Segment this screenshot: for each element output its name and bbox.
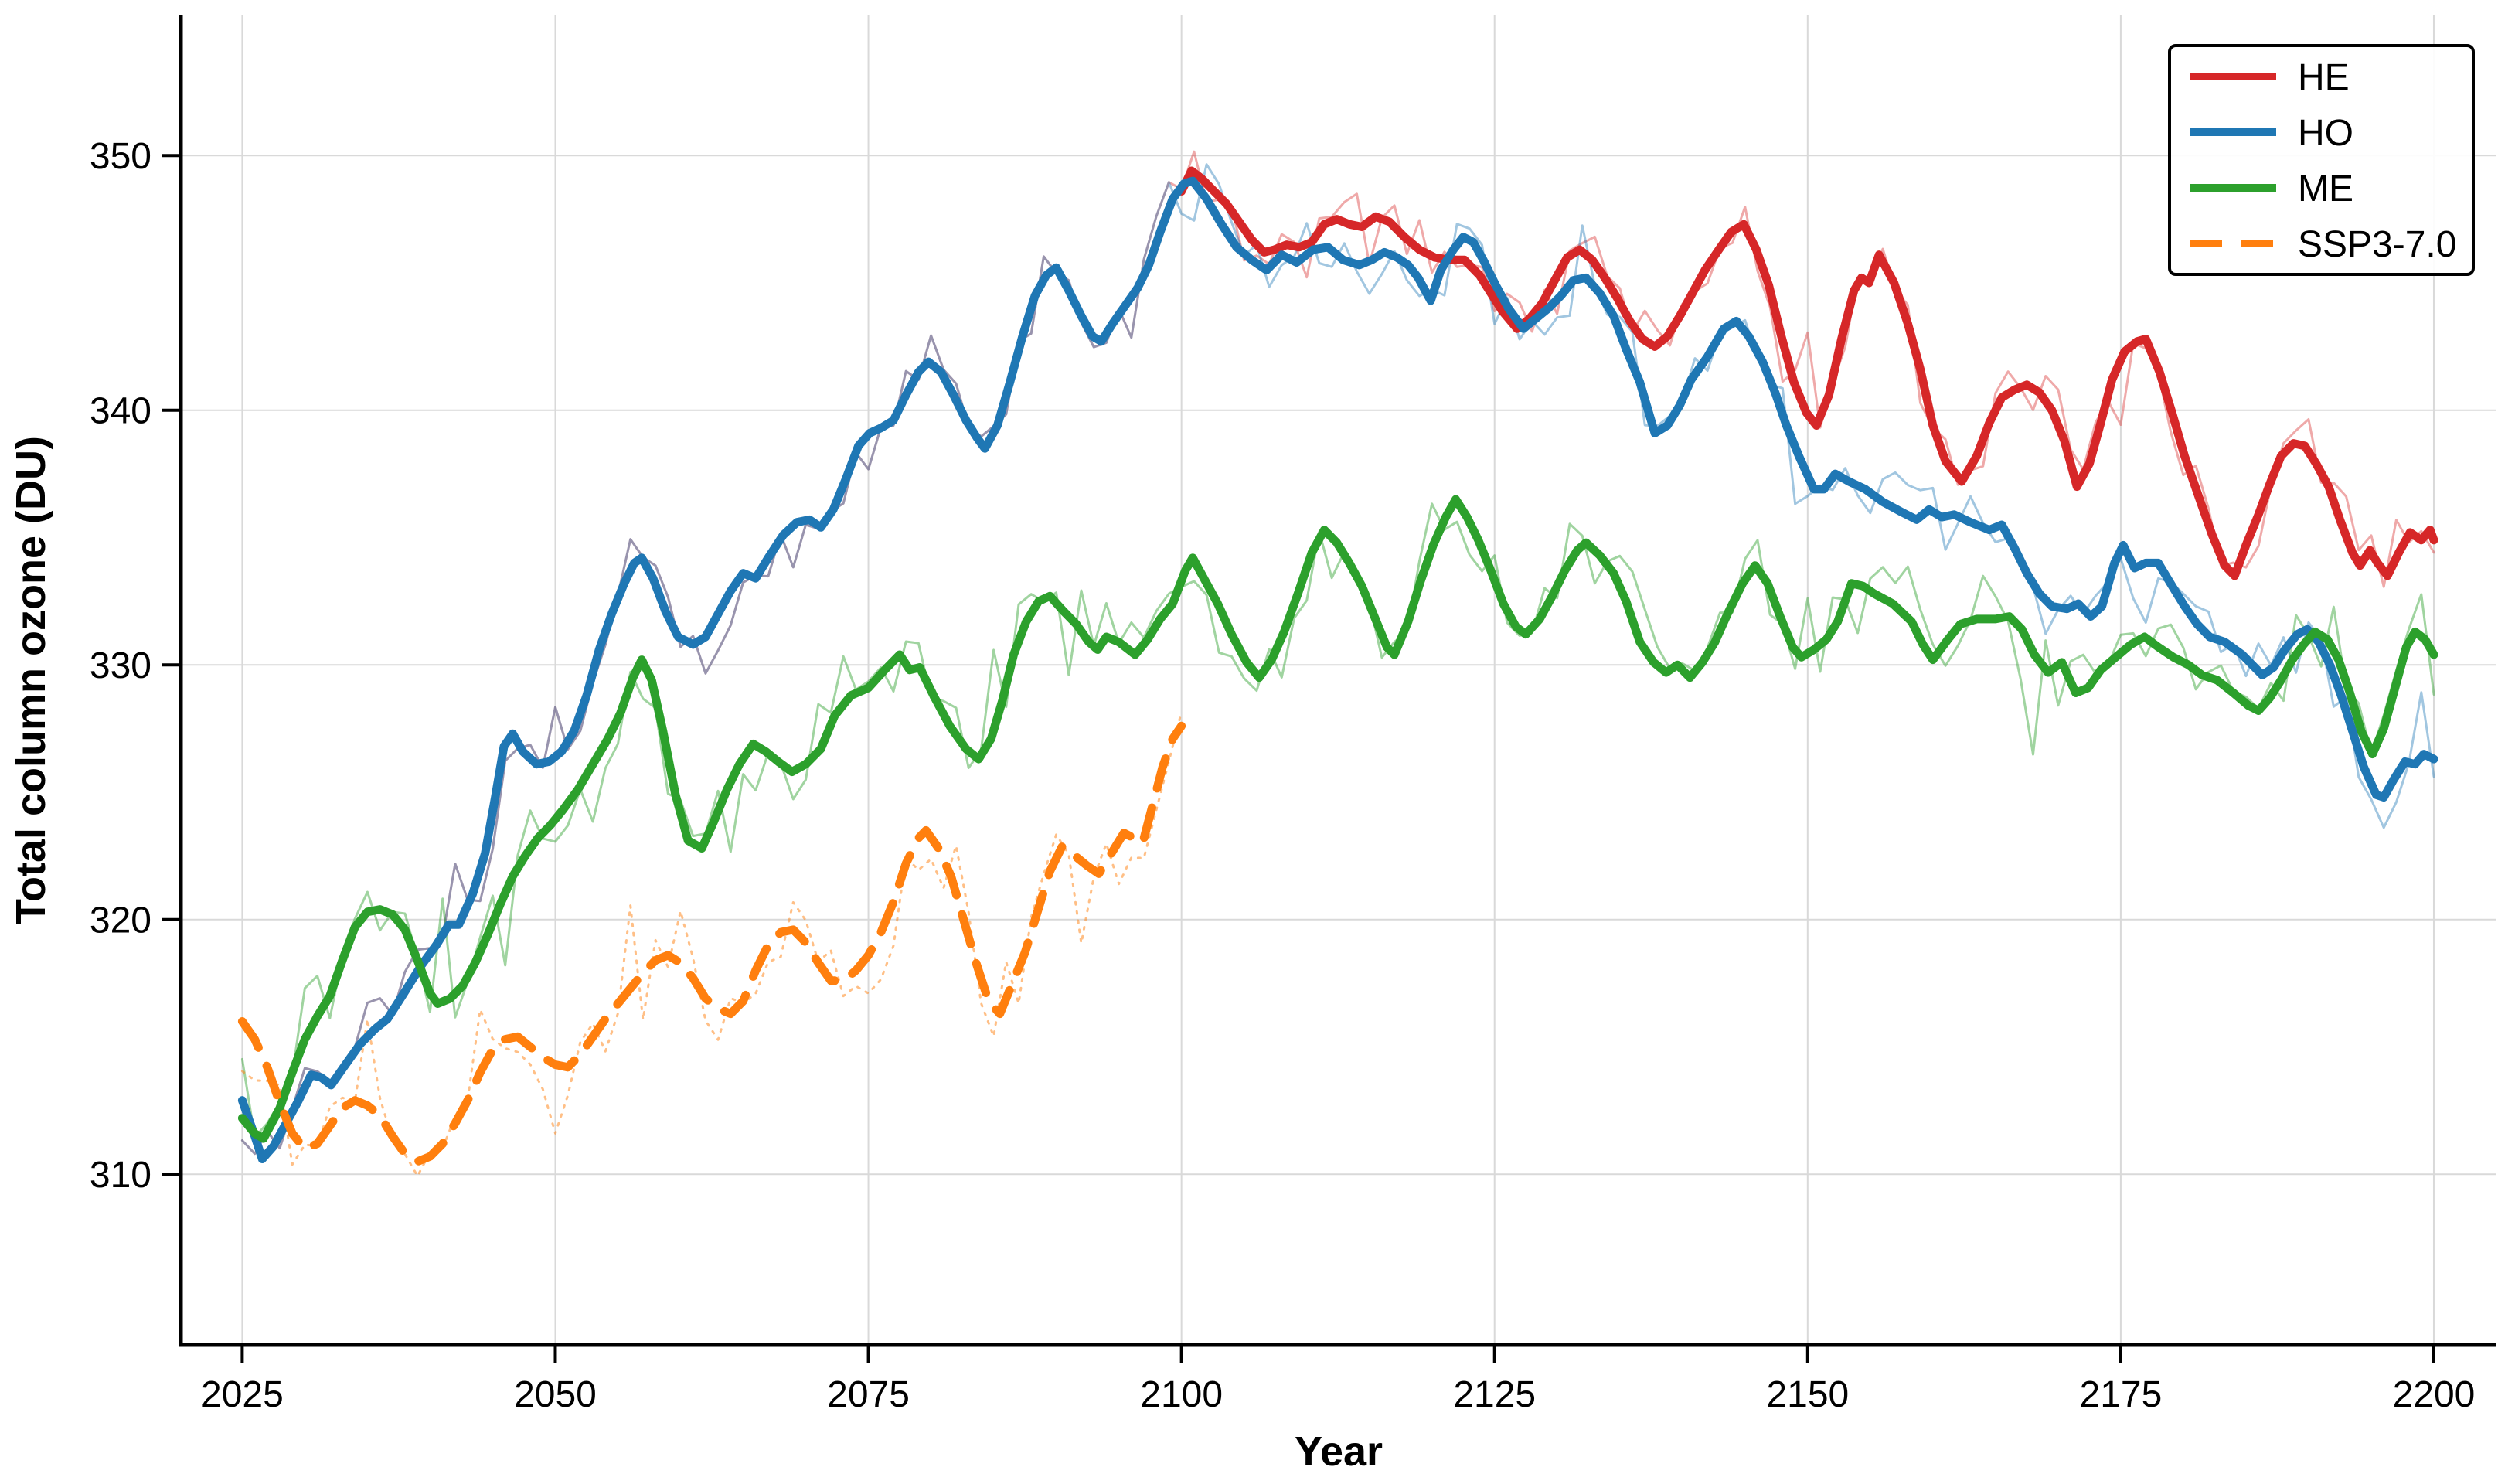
x-tick-label: 2025 <box>201 1374 284 1415</box>
x-tick-label: 2125 <box>1453 1374 1536 1415</box>
gridlines <box>181 15 2496 1345</box>
annual-line-SSP3-7.0 <box>240 710 1183 1178</box>
x-tick-label: 2050 <box>514 1374 597 1415</box>
smoothed-line-ME <box>237 495 2438 1143</box>
smoothed-lines <box>237 166 2438 1166</box>
legend-label-HE: HE <box>2298 57 2350 98</box>
legend-label-HO: HO <box>2298 113 2353 154</box>
y-tick-label: 330 <box>90 645 151 686</box>
annual-line-HO <box>240 163 2435 1156</box>
x-tick-label: 2100 <box>1140 1374 1223 1415</box>
smoothed-line-HO <box>237 176 2438 1163</box>
legend-label-SSP3-7.0: SSP3-7.0 <box>2298 224 2456 265</box>
legend-box <box>2168 44 2475 276</box>
x-tick-label: 2200 <box>2393 1374 2476 1415</box>
smoothed-line-SSP3-7.0 <box>237 721 1186 1166</box>
x-tick-label: 2150 <box>1766 1374 1849 1415</box>
x-tick-label: 2075 <box>827 1374 910 1415</box>
axes: 2025 2050 2075 2100 2125 2150 2175 2200 310 320 33… <box>90 15 2496 1415</box>
x-axis-label: Year <box>1295 1428 1383 1475</box>
y-tick-label: 310 <box>90 1155 151 1196</box>
y-tick-label: 320 <box>90 900 151 941</box>
y-tick-label: 350 <box>90 136 151 177</box>
x-tick-label: 2175 <box>2080 1374 2163 1415</box>
smoothed-line-HE <box>1177 166 2438 580</box>
annual-line-HE <box>240 150 2435 1156</box>
y-axis-label: Total column ozone (DU) <box>8 436 54 924</box>
y-tick-label: 340 <box>90 391 151 432</box>
legend-label-ME: ME <box>2298 168 2353 209</box>
legend: HE HO ME SSP3-7.0 <box>2168 44 2475 276</box>
